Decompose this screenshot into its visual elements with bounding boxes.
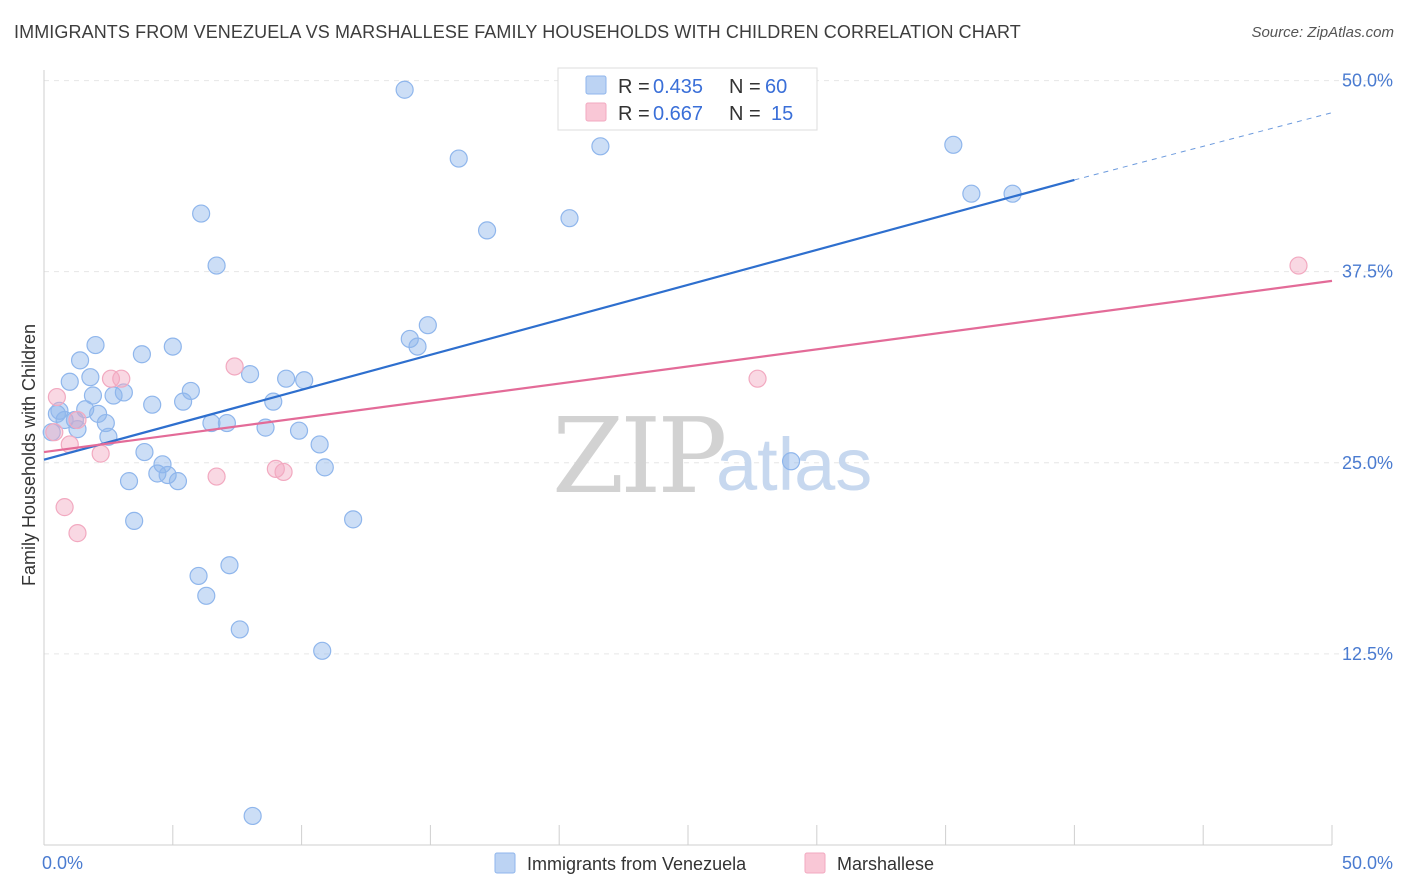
point-venezuela-19 — [132, 345, 151, 364]
point-marshallese-12 — [274, 462, 293, 482]
watermark-atlas: atlas — [716, 423, 872, 506]
stats-n-value-venezuela: 60 — [765, 76, 787, 98]
point-venezuela-17 — [119, 472, 139, 491]
x-axis-ticks — [43, 825, 1333, 845]
point-venezuela-9 — [81, 368, 100, 387]
point-marshallese-6 — [91, 444, 110, 463]
point-venezuela-25 — [163, 337, 182, 356]
grid-lines — [44, 80, 1392, 655]
stats-r-value-venezuela: 0.435 — [653, 76, 703, 98]
point-marshallese-9 — [207, 467, 226, 486]
stats-n-label-venezuela: N = — [729, 76, 761, 98]
trend-line-marshallese — [43, 279, 1333, 454]
point-venezuela-52 — [449, 149, 468, 168]
point-marshallese-1 — [47, 387, 66, 407]
series-legend: Immigrants from Venezuela Marshallese — [494, 852, 934, 874]
point-marshallese-7 — [101, 369, 121, 388]
point-marshallese-8 — [112, 369, 131, 388]
point-venezuela-35 — [220, 556, 239, 575]
stats-r-label-marshallese: R = — [618, 103, 650, 125]
point-marshallese-14 — [1289, 256, 1308, 275]
point-venezuela-24 — [158, 465, 177, 485]
stats-swatch-marshallese — [585, 102, 607, 122]
y-tick-label-0: 12.5% — [1342, 644, 1393, 664]
point-marshallese-0 — [45, 423, 64, 442]
stats-r-label-venezuela: R = — [618, 76, 650, 98]
legend-swatch-marshallese — [804, 852, 826, 874]
point-venezuela-23 — [153, 455, 172, 474]
point-venezuela-37 — [240, 365, 260, 384]
y-tick-label-1: 25.0% — [1342, 453, 1393, 473]
point-venezuela-42 — [289, 421, 309, 440]
point-venezuela-49 — [408, 337, 427, 356]
chart-title: IMMIGRANTS FROM VENEZUELA VS MARSHALLESE… — [14, 22, 1021, 42]
point-venezuela-48 — [400, 329, 419, 349]
source-credit: Source: ZipAtlas.com — [1251, 24, 1394, 41]
point-venezuela-59 — [1003, 184, 1022, 203]
trend-lines — [43, 112, 1333, 461]
point-venezuela-6 — [68, 420, 87, 439]
point-venezuela-57 — [944, 135, 963, 154]
legend-label-venezuela: Immigrants from Venezuela — [527, 854, 747, 874]
point-venezuela-10 — [83, 386, 103, 405]
point-venezuela-7 — [70, 351, 90, 370]
point-marshallese-3 — [68, 410, 87, 430]
legend-label-marshallese: Marshallese — [837, 854, 934, 874]
legend-swatch-venezuela — [494, 852, 516, 874]
point-venezuela-36 — [230, 620, 249, 639]
watermark-zip: ZIP — [552, 395, 724, 517]
point-venezuela-43 — [295, 371, 314, 390]
stats-n-label-marshallese: N = — [729, 103, 761, 125]
point-venezuela-45 — [313, 641, 332, 660]
point-venezuela-28 — [181, 381, 200, 401]
point-marshallese-5 — [68, 524, 87, 543]
point-venezuela-3 — [55, 410, 74, 430]
stats-r-value-marshallese: 0.667 — [653, 103, 703, 125]
point-venezuela-54 — [560, 209, 579, 228]
trend-line-venezuela — [43, 178, 1075, 461]
point-venezuela-26 — [168, 472, 188, 491]
point-venezuela-58 — [962, 184, 981, 203]
point-venezuela-31 — [197, 586, 216, 605]
point-venezuela-41 — [277, 369, 296, 388]
point-venezuela-13 — [96, 413, 115, 433]
stats-legend: R = 0.435 N = 60 R = 0.667 N = 15 — [557, 67, 818, 131]
point-venezuela-11 — [86, 335, 105, 355]
stats-swatch-venezuela — [585, 75, 607, 95]
point-venezuela-46 — [315, 458, 334, 477]
point-venezuela-33 — [207, 256, 226, 275]
point-marshallese-4 — [55, 498, 74, 517]
point-venezuela-4 — [60, 372, 79, 391]
point-venezuela-12 — [88, 404, 108, 423]
point-venezuela-30 — [192, 204, 211, 223]
watermark: ZIP atlas — [552, 395, 872, 517]
point-venezuela-18 — [125, 511, 144, 530]
point-venezuela-55 — [591, 137, 610, 156]
point-marshallese-10 — [225, 357, 244, 376]
y-tick-label-2: 37.5% — [1342, 262, 1393, 282]
trend-extension-venezuela — [1074, 112, 1333, 181]
point-venezuela-20 — [135, 442, 154, 462]
y-tick-label-3: 50.0% — [1342, 71, 1393, 91]
point-venezuela-2 — [50, 401, 69, 420]
stats-n-value-marshallese: 15 — [771, 103, 793, 125]
point-venezuela-51 — [395, 80, 414, 99]
point-marshallese-13 — [748, 369, 767, 388]
point-venezuela-56 — [781, 452, 801, 471]
y-axis-tick-labels: 12.5% 25.0% 37.5% 50.0% — [1342, 71, 1393, 664]
point-venezuela-50 — [418, 316, 437, 335]
point-venezuela-21 — [143, 395, 162, 414]
x-tick-max: 50.0% — [1342, 853, 1393, 873]
point-venezuela-38 — [243, 806, 262, 826]
point-venezuela-16 — [114, 383, 133, 402]
x-tick-min: 0.0% — [42, 853, 83, 873]
y-axis-label: Family Households with Children — [19, 324, 39, 586]
point-venezuela-44 — [310, 435, 329, 454]
point-venezuela-47 — [344, 510, 363, 529]
point-venezuela-29 — [189, 566, 208, 586]
point-venezuela-53 — [477, 221, 497, 240]
